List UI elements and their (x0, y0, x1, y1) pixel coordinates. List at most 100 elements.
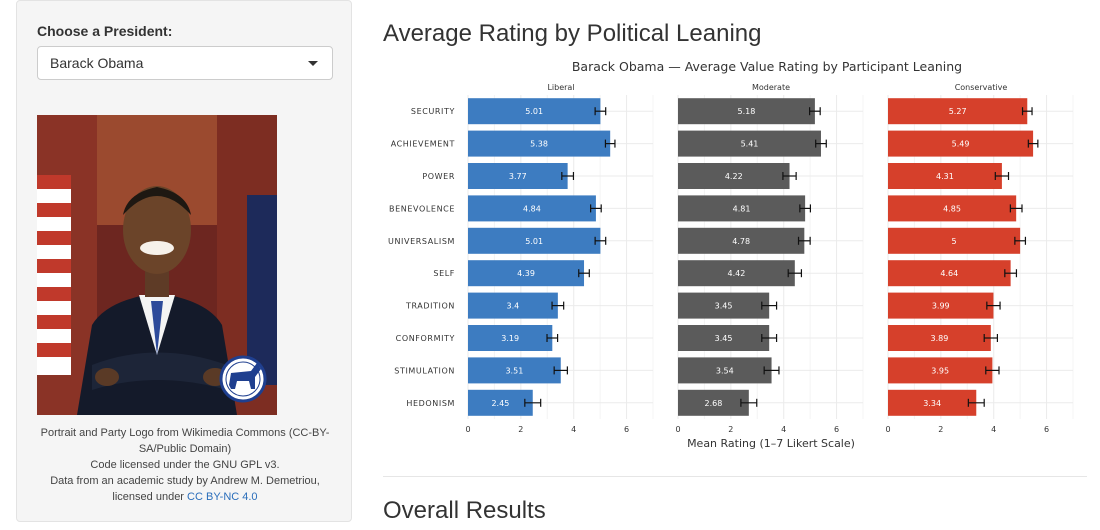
bar (888, 130, 1034, 157)
data-label: 2.68 (705, 399, 723, 408)
data-label: 3.99 (932, 302, 950, 311)
bar (678, 163, 790, 189)
data-label: 2.45 (491, 399, 509, 408)
president-select[interactable]: Barack Obama (37, 46, 333, 80)
caption-line: Code licensed under the GNU GPL v3. (90, 459, 280, 471)
data-label: 3.45 (715, 334, 733, 343)
page-title: Average Rating by Political Leaning (383, 20, 762, 47)
bar (468, 389, 533, 416)
data-label: 5.41 (741, 140, 759, 149)
data-label: 4.64 (940, 269, 958, 278)
bar (888, 98, 1028, 125)
democratic-donkey-icon (219, 355, 267, 403)
president-select-value: Barack Obama (50, 55, 144, 71)
bar (678, 325, 770, 351)
category-label: SELF (433, 269, 455, 278)
bar (468, 227, 601, 254)
bar (468, 292, 558, 319)
chevron-down-icon[interactable] (308, 61, 318, 66)
attribution-caption: Portrait and Party Logo from Wikimedia C… (37, 425, 333, 505)
x-tick-label: 4 (571, 425, 576, 434)
overall-results-title: Overall Results (383, 497, 546, 524)
panel-header: Moderate (752, 83, 790, 92)
x-tick-label: 4 (781, 425, 786, 434)
data-label: 4.78 (732, 237, 750, 246)
bar (888, 227, 1021, 254)
data-label: 4.81 (733, 204, 751, 213)
data-label: 3.34 (923, 399, 941, 408)
bar (678, 130, 821, 157)
data-label: 5.38 (530, 140, 548, 149)
data-label: 5.27 (949, 107, 967, 116)
president-portrait (37, 115, 277, 415)
bar (468, 357, 561, 384)
panel-header: Conservative (955, 83, 1008, 92)
bar (678, 195, 806, 222)
bar (468, 195, 596, 222)
data-label: 4.85 (943, 204, 961, 213)
bar (888, 325, 991, 351)
x-tick-label: 6 (624, 425, 629, 434)
category-label: STIMULATION (394, 366, 455, 375)
bar (468, 260, 585, 287)
x-tick-label: 4 (991, 425, 996, 434)
data-label: 3.4 (507, 302, 520, 311)
bar (678, 227, 805, 254)
bar (888, 357, 993, 384)
category-label: ACHIEVEMENT (391, 140, 455, 149)
category-label: SECURITY (411, 107, 455, 116)
bar (678, 98, 815, 125)
data-label: 3.89 (930, 334, 948, 343)
data-label: 5 (952, 237, 957, 246)
x-tick-label: 2 (938, 425, 943, 434)
data-label: 3.54 (716, 366, 734, 375)
data-label: 4.31 (936, 172, 954, 181)
x-tick-label: 2 (728, 425, 733, 434)
bar (678, 292, 770, 319)
data-label: 5.18 (738, 107, 756, 116)
sidebar-panel: Choose a President: Barack Obama (16, 0, 352, 522)
caption-line: Portrait and Party Logo from Wikimedia C… (40, 427, 330, 455)
x-tick-label: 0 (465, 425, 470, 434)
data-label: 4.84 (523, 204, 541, 213)
data-label: 3.19 (501, 334, 519, 343)
category-label: TRADITION (405, 302, 455, 311)
bar (888, 389, 977, 416)
data-label: 3.77 (509, 172, 527, 181)
president-select-label: Choose a President: (37, 23, 173, 39)
flag-icon (37, 175, 71, 375)
section-divider (383, 476, 1087, 477)
bar (888, 260, 1011, 287)
bar (888, 292, 994, 319)
bar (468, 98, 601, 125)
category-label: CONFORMITY (396, 334, 455, 343)
panel-header: Liberal (547, 83, 574, 92)
bar (678, 389, 749, 416)
bar (678, 357, 772, 384)
data-label: 4.22 (725, 172, 743, 181)
data-label: 5.49 (952, 140, 970, 149)
x-tick-label: 6 (1044, 425, 1049, 434)
x-axis-label: Mean Rating (1–7 Likert Scale) (687, 437, 855, 450)
category-label: UNIVERSALISM (388, 237, 455, 246)
bar (468, 163, 568, 189)
data-label: 5.01 (525, 107, 543, 116)
bar (678, 260, 795, 287)
x-tick-label: 0 (675, 425, 680, 434)
chart-title: Barack Obama — Average Value Rating by P… (572, 59, 962, 74)
caption-text: Data from an academic study by Andrew M.… (50, 475, 320, 503)
data-label: 3.95 (931, 366, 949, 375)
bar (468, 130, 611, 157)
category-label: HEDONISM (406, 399, 455, 408)
category-label: BENEVOLENCE (389, 204, 455, 213)
bar (888, 163, 1002, 189)
data-label: 4.42 (728, 269, 746, 278)
data-label: 4.39 (517, 269, 535, 278)
x-tick-label: 0 (885, 425, 890, 434)
caption-line: Data from an academic study by Andrew M.… (37, 473, 333, 505)
x-tick-label: 2 (518, 425, 523, 434)
license-link[interactable]: CC BY-NC 4.0 (187, 491, 258, 503)
data-label: 3.51 (505, 366, 523, 375)
data-label: 5.01 (525, 237, 543, 246)
category-label: POWER (422, 172, 455, 181)
